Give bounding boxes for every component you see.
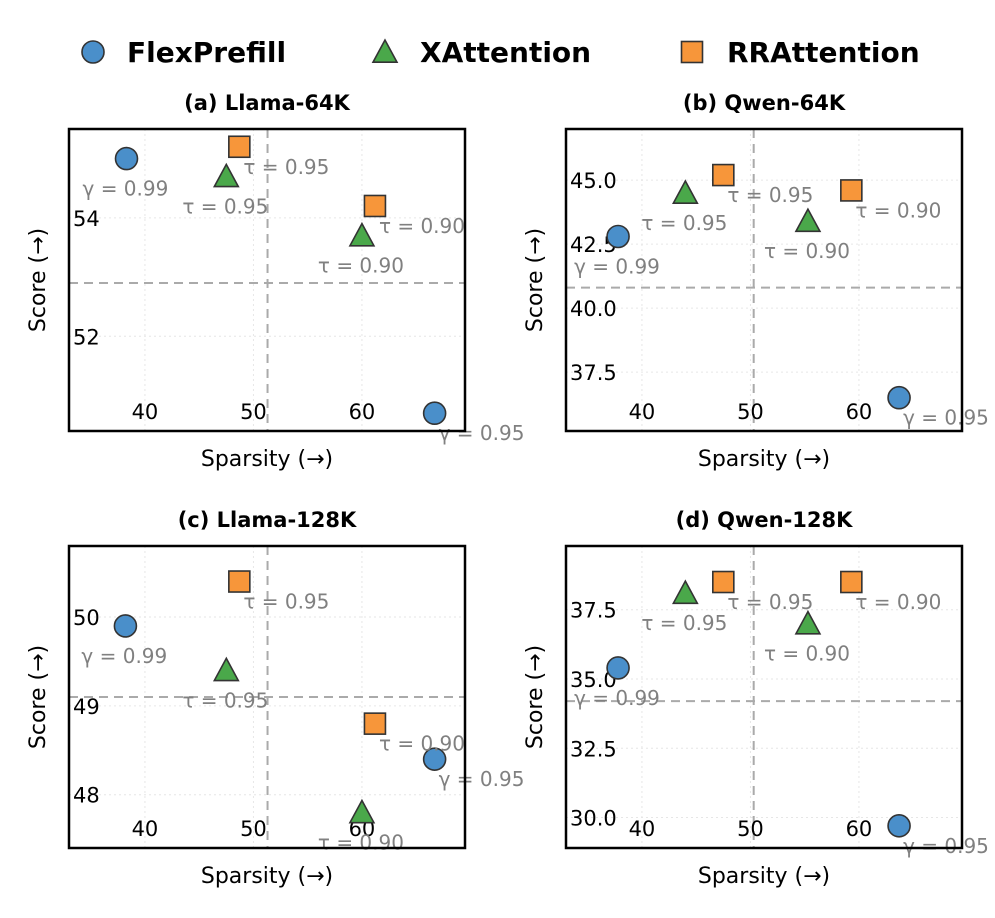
panel-b-qwen-64k-annotation-xattention: τ = 0.95 [641,211,727,235]
panel-d-qwen-128k-xtick-label: 50 [737,817,764,841]
panel-c-llama-128k-point-rrattention [228,570,251,593]
panel-d-qwen-128k-point-rrattention [840,570,863,594]
panel-b-qwen-64k-point-flexprefill [606,224,630,249]
panel-b-qwen-64k-point-rrattention [840,179,863,202]
panel-b-qwen-64k-ytick-label: 37.5 [570,361,617,385]
panel-c-llama-128k-ylabel: Score (→) [26,645,51,749]
panel-a-llama-64k: (a) Llama-64K 40 50 60 52 54 Sparsity (→) Score… [26,91,524,472]
panel-c-llama-128k-point-xattention [348,798,376,824]
panel-b-qwen-64k-point-rrattention [712,163,735,187]
panel-b-qwen-64k-annotation-flexprefill: γ = 0.99 [574,254,660,278]
panel-d-qwen-128k-point-xattention [794,609,822,635]
panels: (a) Llama-64K 40 50 60 52 54 Sparsity (→) Score… [26,91,989,889]
panel-c-llama-128k-ytick-label: 50 [73,606,100,630]
panel-c-llama-128k-annotation-xattention: τ = 0.95 [182,688,268,712]
panel-a-llama-64k-point-xattention [348,221,376,247]
panel-a-llama-64k-ylabel: Score (→) [26,228,51,332]
panel-a-llama-64k-ytick-label: 52 [73,325,100,349]
panel-d-qwen-128k-annotation-xattention: τ = 0.90 [764,642,850,666]
panel-a-llama-64k-annotation-xattention: τ = 0.95 [182,194,268,218]
panel-b-qwen-64k-xtick-label: 40 [629,400,656,424]
legend-xattention-label: XAttention [420,36,591,69]
legend-xattention-marker [371,38,399,64]
panel-b-qwen-64k-ylabel: Score (→) [523,228,548,332]
panel-d-qwen-128k-point-xattention [672,579,699,605]
legend-flexprefill-label: FlexPrefill [127,36,286,69]
panel-d-qwen-128k-xlabel: Sparsity (→) [698,864,830,889]
panel-a-llama-64k-frame [67,127,467,433]
panel-d-qwen-128k-annotation-rrattention: τ = 0.95 [727,590,813,614]
panel-b-qwen-64k-xtick-label: 60 [846,400,873,424]
panel-a-llama-64k-point-xattention [212,162,240,188]
panel-a-llama-64k-point-rrattention [228,135,251,159]
panel-b-qwen-64k-xtick-label: 50 [737,400,764,424]
panel-b-qwen-64k-title: (b) Qwen-64K [683,91,846,115]
panel-d-qwen-128k-annotation-flexprefill: γ = 0.99 [574,686,660,710]
panel-c-llama-128k-ytick-label: 48 [73,784,100,808]
panel-d-qwen-128k-point-flexprefill [606,656,630,680]
legend: FlexPrefill XAttention RRAttention [81,36,920,69]
panel-c-llama-128k-ytick-label: 49 [73,695,100,719]
panel-d-qwen-128k-title: (d) Qwen-128K [676,508,854,532]
panel-d-qwen-128k-annotation-flexprefill: γ = 0.95 [903,834,989,858]
panel-c-llama-128k-point-flexprefill [113,614,138,638]
panel-d-qwen-128k-ytick-label: 30.0 [570,807,617,831]
panel-c-llama-128k-frame [67,544,467,850]
panel-b-qwen-64k-annotation-rrattention: τ = 0.95 [727,183,813,207]
panel-b-qwen-64k-ytick-label: 45.0 [570,169,617,193]
panel-a-llama-64k-ytick-label: 54 [73,207,100,231]
panel-d-qwen-128k-xtick-label: 60 [846,817,873,841]
panel-d-qwen-128k-ytick-label: 32.5 [570,737,617,761]
legend-flexprefill-marker [81,40,105,64]
panel-c-llama-128k-xlabel: Sparsity (→) [201,864,333,889]
legend-rrattention-label: RRAttention [727,36,920,69]
panel-a-llama-64k-annotation-xattention: τ = 0.90 [318,254,404,278]
panel-c-llama-128k-point-xattention [212,656,240,682]
panel-d-qwen-128k-point-flexprefill [887,814,911,838]
panel-b-qwen-64k-xlabel: Sparsity (→) [698,447,830,472]
panel-a-llama-64k-xtick-label: 40 [132,400,159,424]
panel-a-llama-64k-title: (a) Llama-64K [184,91,350,115]
panel-c-llama-128k-xtick-label: 40 [132,817,159,841]
panel-b-qwen-64k-frame [564,127,964,433]
panel-c-llama-128k-xtick-label: 50 [240,817,267,841]
panel-a-llama-64k-annotation-rrattention: τ = 0.90 [379,214,465,238]
panel-d-qwen-128k-annotation-rrattention: τ = 0.90 [855,590,941,614]
panel-d-qwen-128k-xtick-label: 40 [629,817,656,841]
panel-c-llama-128k-annotation-rrattention: τ = 0.90 [379,732,465,756]
panel-b-qwen-64k-ytick-label: 40.0 [570,297,617,321]
panel-c-llama-128k-title: (c) Llama-128K [178,508,357,532]
panel-a-llama-64k-point-flexprefill [422,401,447,426]
panel-c-llama-128k-annotation-xattention: τ = 0.90 [318,830,404,854]
panel-a-llama-64k-annotation-rrattention: τ = 0.95 [243,155,329,179]
panel-a-llama-64k-annotation-flexprefill: γ = 0.95 [439,421,525,445]
panel-c-llama-128k-point-rrattention [363,712,387,735]
panel-d-qwen-128k-point-rrattention [712,570,735,594]
panel-b-qwen-64k-point-flexprefill [887,385,911,410]
legend-rrattention-marker [680,40,704,64]
panel-a-llama-64k-point-rrattention [363,194,387,218]
panel-b-qwen-64k-annotation-flexprefill: γ = 0.95 [903,406,989,430]
panel-c-llama-128k-annotation-flexprefill: γ = 0.99 [81,644,167,668]
panel-d-qwen-128k-ylabel: Score (→) [523,645,548,749]
panel-c-llama-128k-point-flexprefill [422,747,447,771]
panel-b-qwen-64k-point-xattention [794,207,822,233]
panel-a-llama-64k-point-flexprefill [114,146,139,171]
panel-a-llama-64k-xtick-label: 50 [240,400,267,424]
panel-a-llama-64k-xlabel: Sparsity (→) [201,447,333,472]
panel-b-qwen-64k-annotation-xattention: τ = 0.90 [764,239,850,263]
panel-c-llama-128k-annotation-rrattention: τ = 0.95 [243,590,329,614]
panel-d-qwen-128k-annotation-xattention: τ = 0.95 [641,611,727,635]
panel-d-qwen-128k-frame [564,544,964,850]
panel-b-qwen-64k-point-xattention [672,179,699,204]
panel-d-qwen-128k-ytick-label: 37.5 [570,599,617,623]
panel-c-llama-128k-annotation-flexprefill: γ = 0.95 [439,767,525,791]
panel-a-llama-64k-annotation-flexprefill: γ = 0.99 [83,177,169,201]
panel-a-llama-64k-xtick-label: 60 [349,400,376,424]
panel-b-qwen-64k-annotation-rrattention: τ = 0.90 [855,198,941,222]
